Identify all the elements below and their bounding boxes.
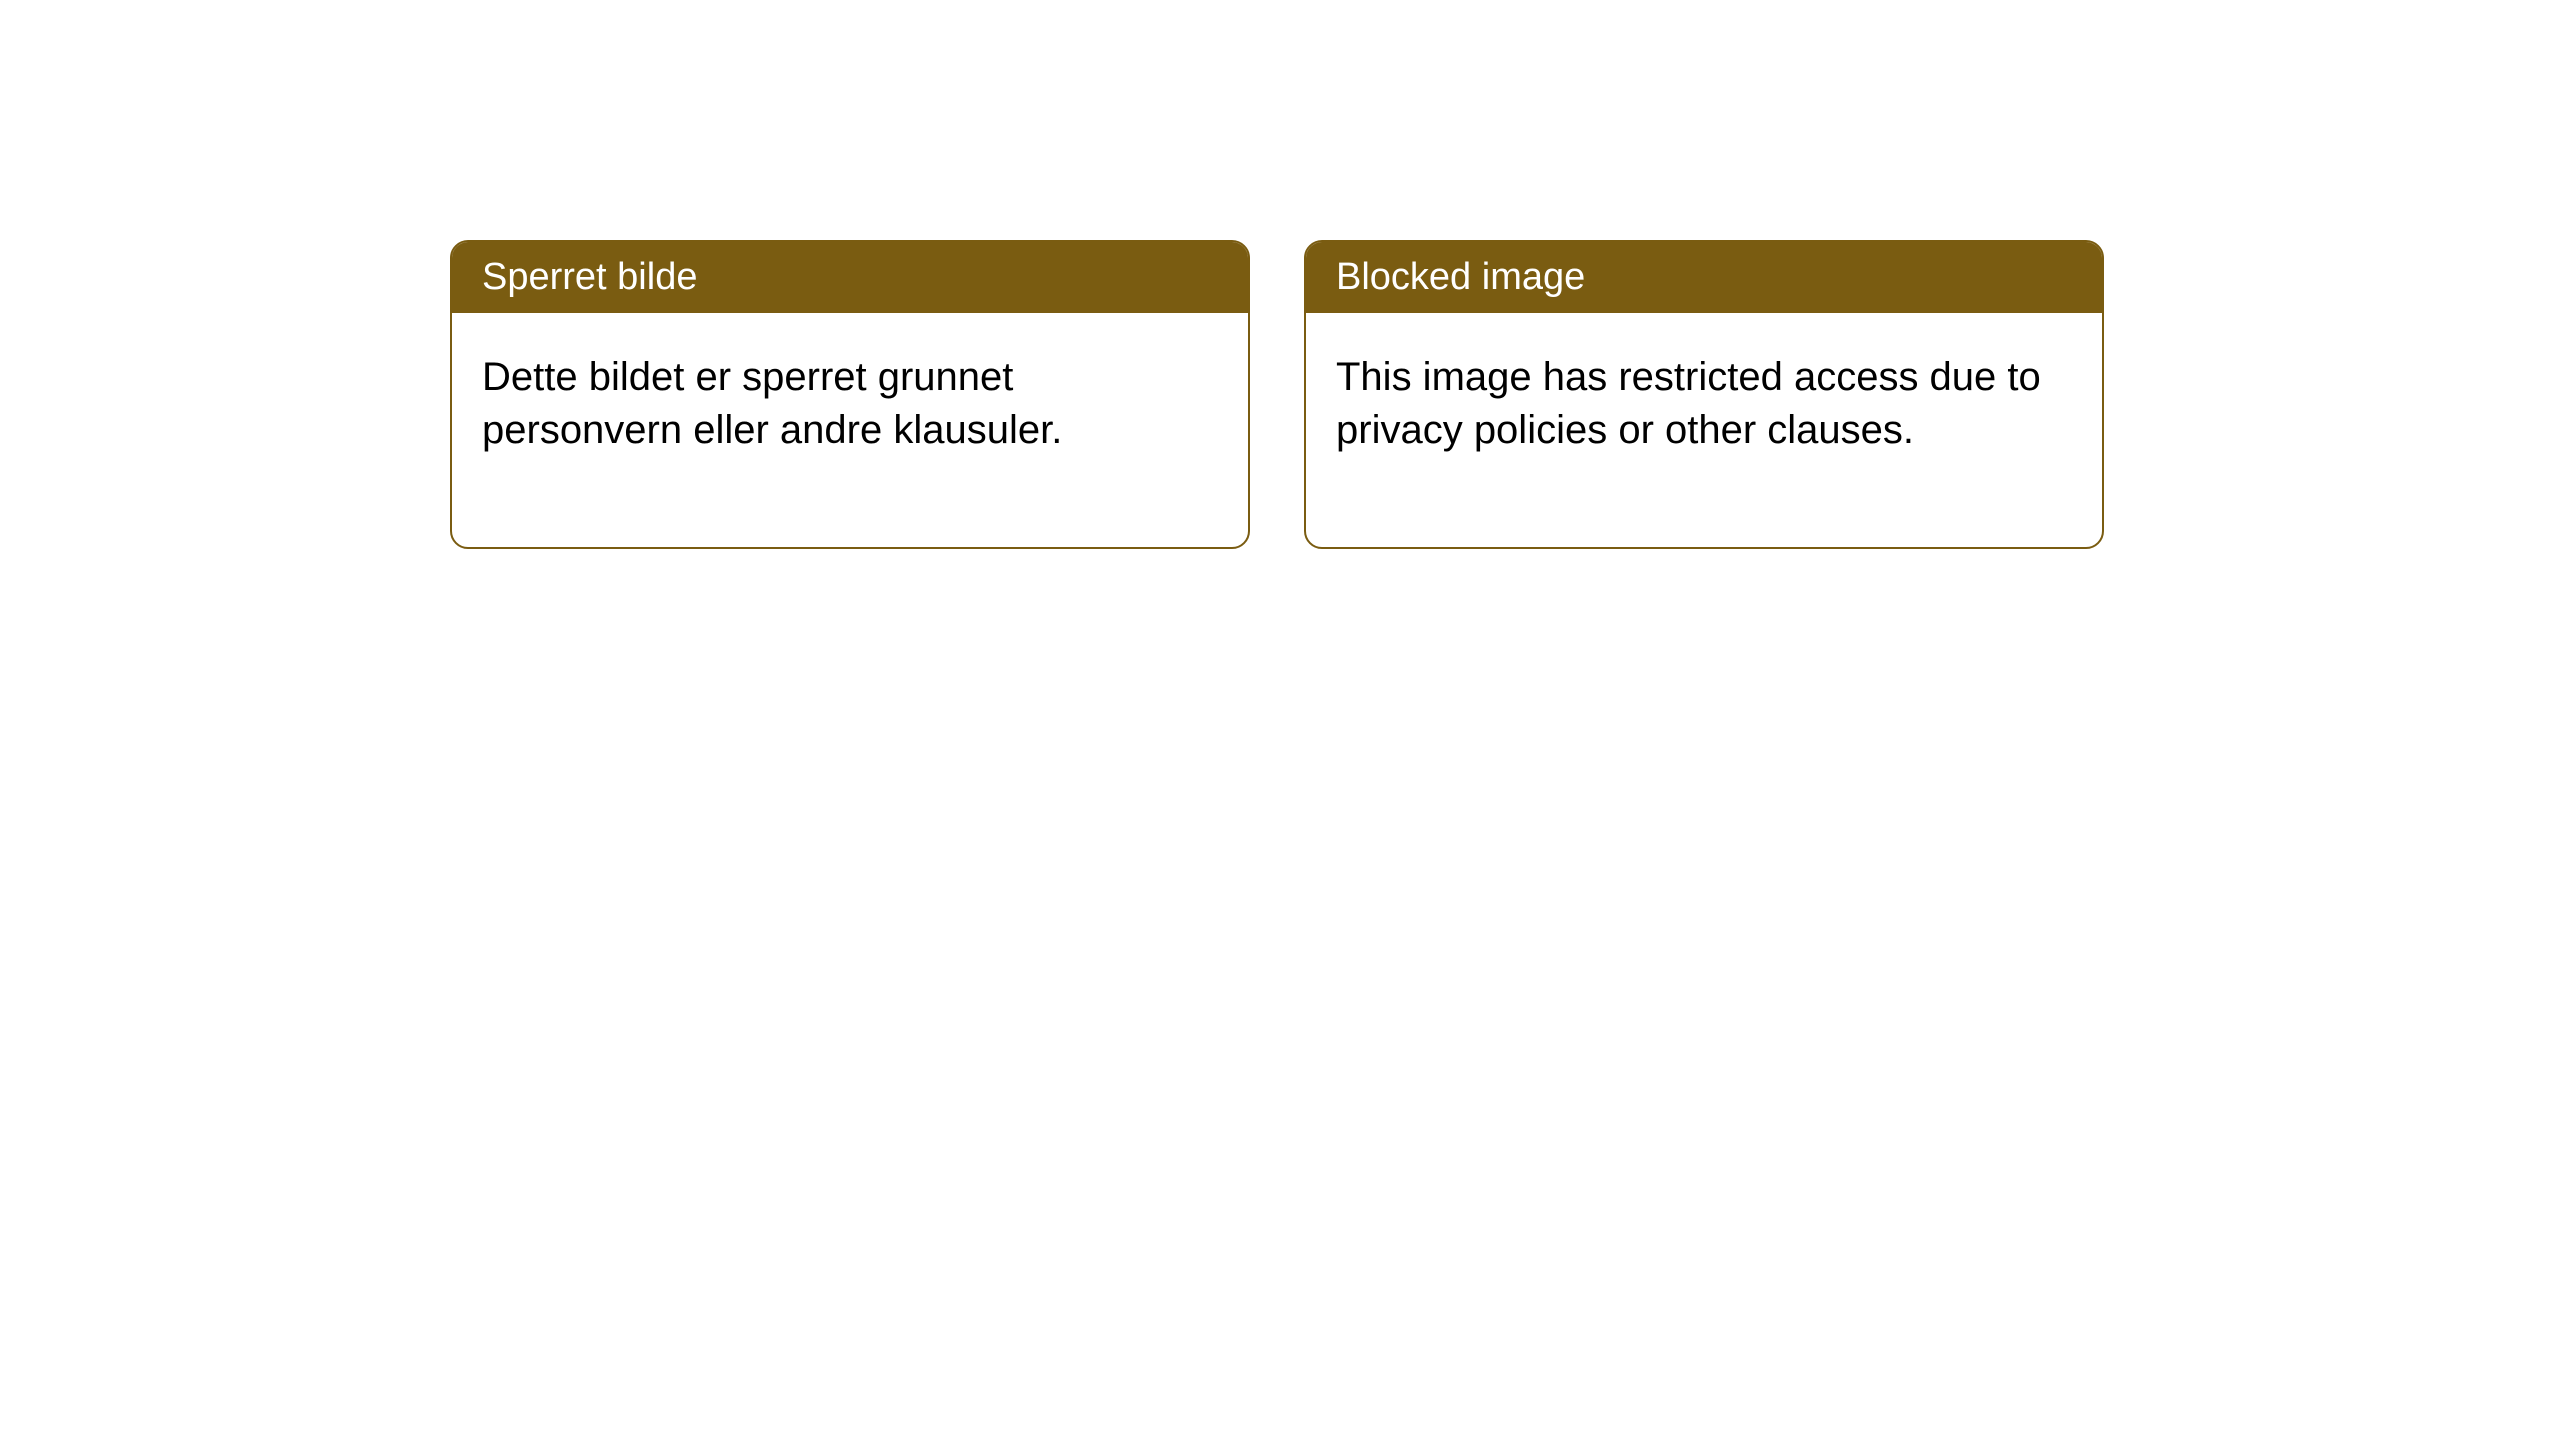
card-body: Dette bildet er sperret grunnet personve… — [452, 313, 1248, 547]
notice-card-english: Blocked image This image has restricted … — [1304, 240, 2104, 549]
card-body: This image has restricted access due to … — [1306, 313, 2102, 547]
card-body-text: This image has restricted access due to … — [1336, 355, 2041, 452]
card-title: Blocked image — [1336, 256, 1585, 298]
card-header: Sperret bilde — [452, 242, 1248, 313]
notice-container: Sperret bilde Dette bildet er sperret gr… — [450, 240, 2104, 549]
card-header: Blocked image — [1306, 242, 2102, 313]
card-body-text: Dette bildet er sperret grunnet personve… — [482, 355, 1062, 452]
notice-card-norwegian: Sperret bilde Dette bildet er sperret gr… — [450, 240, 1250, 549]
card-title: Sperret bilde — [482, 256, 697, 298]
